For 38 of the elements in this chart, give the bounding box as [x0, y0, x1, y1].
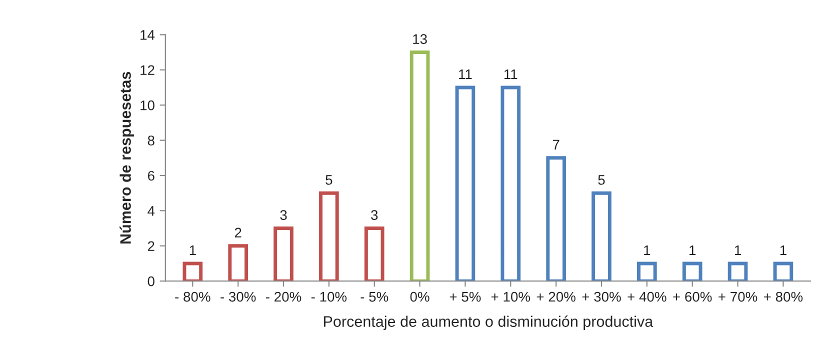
y-tick-label: 6 — [148, 170, 154, 181]
y-axis-title: Número de respuesetas — [120, 72, 134, 244]
x-tick-label: + 20% — [536, 292, 576, 302]
x-tick-label: + 80% — [764, 292, 803, 302]
x-tick-label: + 10% — [491, 292, 530, 302]
y-tick-label: 0 — [148, 276, 154, 286]
x-axis-title: Porcentaje de aumento o disminución productiva — [324, 316, 654, 330]
y-tick-label: 4 — [148, 206, 155, 216]
data-label: 3 — [371, 210, 378, 220]
data-label: 11 — [504, 70, 518, 80]
x-tick-label: + 60% — [673, 292, 712, 302]
y-tick-label: 12 — [140, 65, 154, 75]
y-tick-label: 10 — [140, 100, 154, 110]
x-tick-label: 0% — [410, 292, 430, 302]
data-label: 1 — [690, 245, 696, 256]
data-label: 1 — [190, 245, 196, 256]
data-label: 11 — [459, 70, 472, 80]
data-label: 3 — [280, 210, 287, 220]
x-tick-label: - 20% — [266, 292, 302, 302]
x-tick-label: - 5% — [360, 292, 388, 302]
data-label: 1 — [734, 245, 741, 256]
data-label: 5 — [598, 175, 605, 185]
data-label: 5 — [326, 175, 332, 185]
y-tick-label: 14 — [140, 30, 155, 40]
x-tick-label: + 70% — [718, 292, 758, 302]
y-tick-label: 8 — [148, 136, 154, 146]
data-label: 1 — [780, 245, 786, 256]
y-tick-label: 2 — [148, 241, 154, 251]
x-tick-label: + 40% — [628, 292, 666, 302]
x-tick-label: - 80% — [175, 292, 210, 302]
data-label: 13 — [413, 34, 427, 44]
data-label: 7 — [552, 140, 560, 150]
data-label: 2 — [234, 228, 242, 238]
x-tick-label: + 5% — [450, 292, 481, 302]
x-tick-label: - 10% — [311, 292, 347, 302]
x-tick-label: - 30% — [220, 292, 256, 302]
x-tick-label: + 30% — [582, 292, 621, 302]
data-label: 1 — [644, 245, 650, 256]
